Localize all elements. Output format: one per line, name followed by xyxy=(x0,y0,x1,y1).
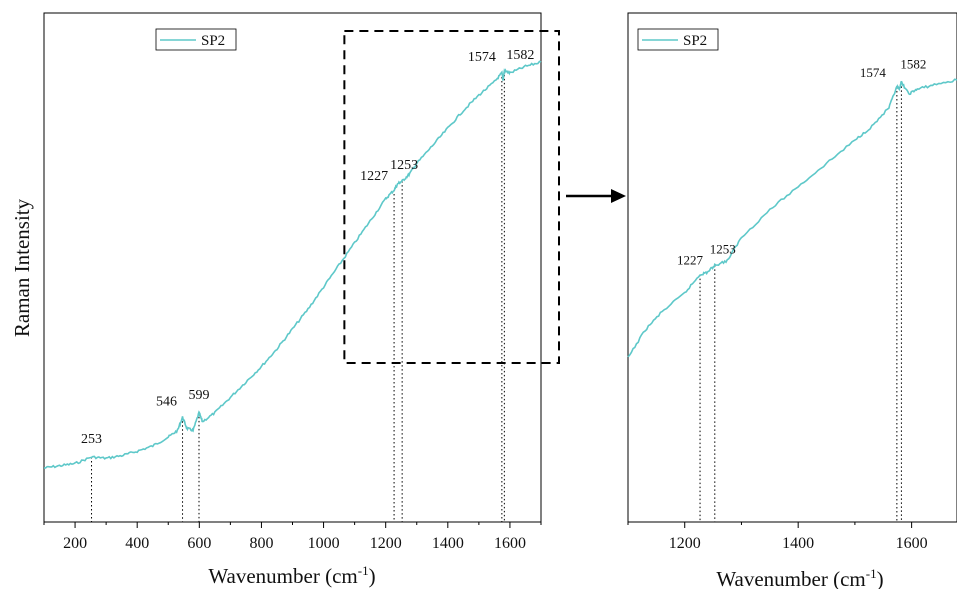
x-tick-label: 1000 xyxy=(308,535,340,552)
x-tick-label: 1200 xyxy=(370,535,402,552)
x-tick-label: 800 xyxy=(249,535,273,552)
main-x-axis-title-text: Wavenumber (cm xyxy=(208,564,357,588)
main-x-axis: 200 400 600 800 1000 1200 1400 1600 xyxy=(43,522,542,552)
inset-legend-label: SP2 xyxy=(683,33,707,49)
inset-peak-labels: 1227 1253 1574 1582 xyxy=(677,56,926,267)
inset-series-line xyxy=(627,78,957,358)
inset-x-axis-title-end: ) xyxy=(877,567,884,589)
x-tick-label: 1600 xyxy=(494,535,526,552)
inset-x-axis-title: Wavenumber (cm-1) xyxy=(716,566,883,589)
main-x-axis-title: Wavenumber (cm-1) xyxy=(208,563,375,588)
peak-label: 1574 xyxy=(468,50,496,65)
peak-label: 1582 xyxy=(900,56,926,71)
peak-label: 546 xyxy=(156,394,177,409)
inset-chart: 1227 1253 1574 1582 1200 1400 1600 SP2 Wavenu… xyxy=(627,12,957,589)
inset-legend: SP2 xyxy=(637,28,719,51)
inset-x-axis: 1200 1400 1600 xyxy=(627,522,928,552)
peak-label: 1227 xyxy=(677,253,704,268)
peak-label: 1582 xyxy=(506,48,534,63)
zoom-box xyxy=(343,30,561,364)
main-legend-label: SP2 xyxy=(201,33,225,49)
x-tick-label: 200 xyxy=(63,535,87,552)
x-tick-label: 1200 xyxy=(669,535,701,552)
x-tick-label: 400 xyxy=(125,535,149,552)
main-plot-frame xyxy=(43,12,542,523)
arrow-icon xyxy=(566,189,626,203)
x-tick-label: 600 xyxy=(187,535,211,552)
main-legend: SP2 xyxy=(155,28,237,51)
main-peak-guides xyxy=(91,70,505,522)
inset-plot-frame xyxy=(627,12,957,523)
peak-label: 253 xyxy=(81,432,102,447)
main-series-line xyxy=(43,60,542,469)
x-tick-label: 1400 xyxy=(432,535,464,552)
peak-label: 1253 xyxy=(390,158,418,173)
main-x-axis-title-end: ) xyxy=(369,564,376,588)
inset-x-axis-title-text: Wavenumber (cm xyxy=(716,567,865,589)
main-y-axis-title: Raman Intensity xyxy=(10,198,34,337)
peak-label: 1574 xyxy=(860,65,887,80)
x-tick-label: 1400 xyxy=(782,535,814,552)
peak-label: 1253 xyxy=(710,241,736,256)
inset-x-axis-title-sup: -1 xyxy=(866,566,877,581)
peak-label: 1227 xyxy=(360,169,388,184)
x-tick-label: 1600 xyxy=(896,535,928,552)
peak-label: 599 xyxy=(189,388,210,403)
inset-peak-guides xyxy=(699,82,902,522)
main-x-axis-title-sup: -1 xyxy=(358,563,369,578)
zoom-region-box xyxy=(343,30,561,364)
